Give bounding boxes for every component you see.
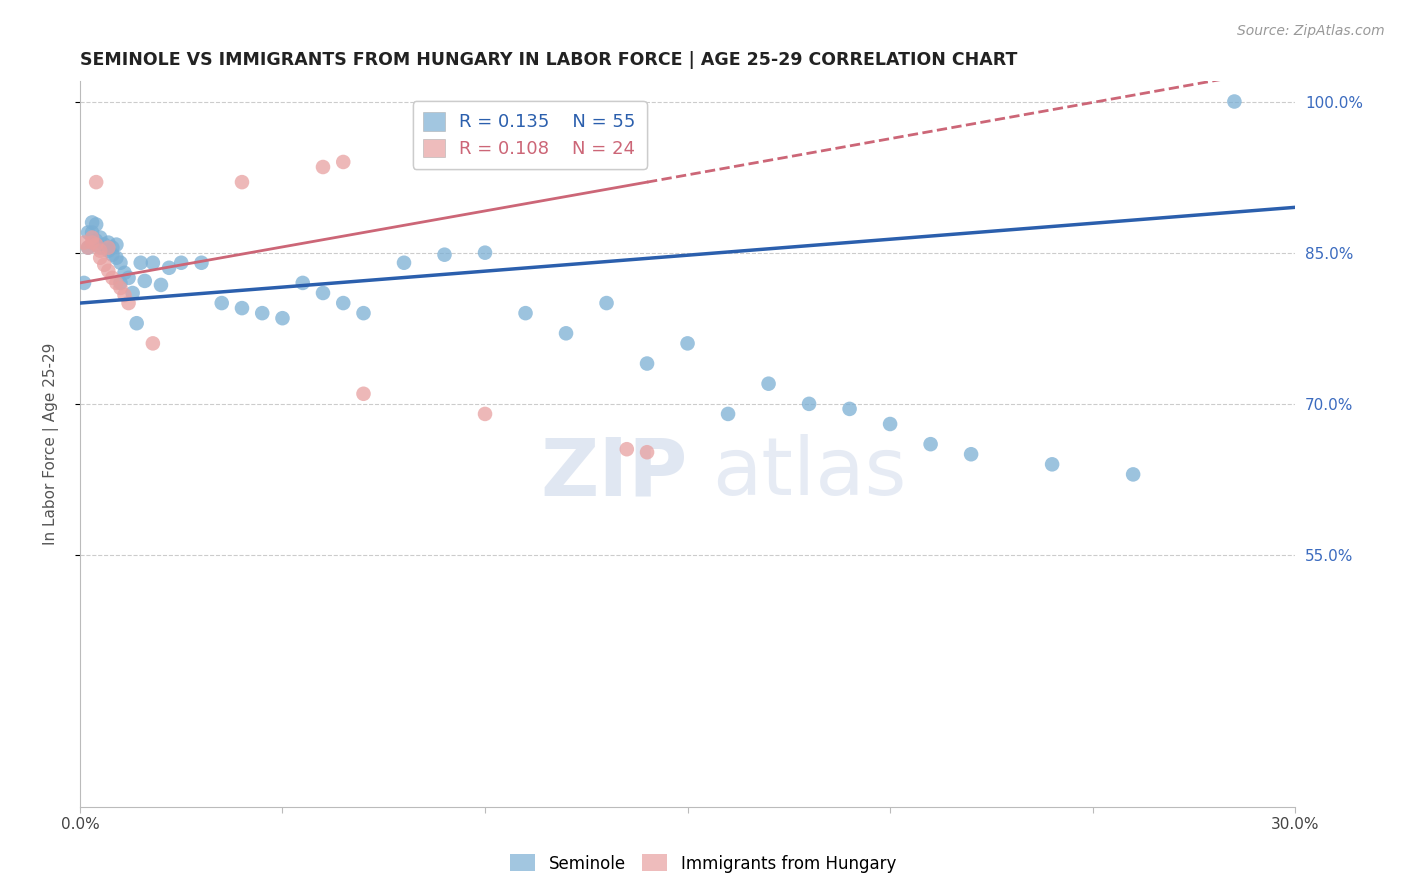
- Point: [231, 175, 253, 189]
- Point: [433, 248, 456, 262]
- Point: [97, 235, 120, 250]
- Point: [97, 244, 120, 258]
- Point: [332, 296, 354, 310]
- Point: [89, 244, 111, 258]
- Point: [312, 160, 335, 174]
- Point: [134, 274, 156, 288]
- Point: [271, 311, 294, 326]
- Point: [353, 386, 375, 401]
- Text: SEMINOLE VS IMMIGRANTS FROM HUNGARY IN LABOR FORCE | AGE 25-29 CORRELATION CHART: SEMINOLE VS IMMIGRANTS FROM HUNGARY IN L…: [80, 51, 1018, 69]
- Point: [676, 336, 699, 351]
- Point: [291, 276, 314, 290]
- Point: [157, 260, 180, 275]
- Legend: Seminole, Immigrants from Hungary: Seminole, Immigrants from Hungary: [503, 847, 903, 880]
- Point: [838, 401, 860, 416]
- Point: [110, 276, 132, 290]
- Point: [97, 264, 120, 278]
- Point: [89, 241, 111, 255]
- Point: [84, 218, 107, 232]
- Point: [1040, 458, 1063, 472]
- Text: ZIP: ZIP: [540, 434, 688, 512]
- Point: [474, 245, 496, 260]
- Point: [82, 235, 104, 250]
- Point: [84, 237, 107, 252]
- Point: [595, 296, 617, 310]
- Point: [125, 316, 148, 330]
- Point: [82, 215, 104, 229]
- Point: [555, 326, 578, 341]
- Point: [82, 230, 104, 244]
- Point: [82, 226, 104, 240]
- Point: [920, 437, 942, 451]
- Point: [252, 306, 274, 320]
- Point: [84, 175, 107, 189]
- Point: [879, 417, 901, 431]
- Point: [93, 237, 115, 252]
- Y-axis label: In Labor Force | Age 25-29: In Labor Force | Age 25-29: [44, 343, 59, 545]
- Point: [392, 256, 415, 270]
- Text: Source: ZipAtlas.com: Source: ZipAtlas.com: [1237, 24, 1385, 38]
- Point: [77, 241, 100, 255]
- Point: [105, 276, 128, 290]
- Point: [101, 271, 124, 285]
- Point: [114, 266, 136, 280]
- Point: [142, 256, 165, 270]
- Point: [170, 256, 193, 270]
- Point: [231, 301, 253, 315]
- Point: [797, 397, 820, 411]
- Point: [332, 155, 354, 169]
- Point: [353, 306, 375, 320]
- Point: [77, 226, 100, 240]
- Point: [149, 277, 172, 292]
- Point: [1223, 95, 1246, 109]
- Point: [1122, 467, 1144, 482]
- Point: [97, 241, 120, 255]
- Point: [89, 230, 111, 244]
- Legend: R = 0.135    N = 55, R = 0.108    N = 24: R = 0.135 N = 55, R = 0.108 N = 24: [412, 102, 647, 169]
- Point: [101, 241, 124, 255]
- Point: [77, 241, 100, 255]
- Point: [73, 235, 96, 250]
- Point: [636, 357, 658, 371]
- Point: [190, 256, 212, 270]
- Point: [73, 276, 96, 290]
- Point: [117, 271, 139, 285]
- Point: [142, 336, 165, 351]
- Point: [312, 285, 335, 300]
- Point: [717, 407, 740, 421]
- Point: [121, 285, 143, 300]
- Point: [636, 445, 658, 459]
- Point: [515, 306, 537, 320]
- Text: atlas: atlas: [711, 434, 907, 512]
- Point: [93, 258, 115, 272]
- Point: [960, 447, 983, 461]
- Point: [105, 251, 128, 265]
- Point: [474, 407, 496, 421]
- Point: [211, 296, 233, 310]
- Point: [84, 234, 107, 248]
- Point: [105, 237, 128, 252]
- Point: [110, 256, 132, 270]
- Point: [129, 256, 152, 270]
- Point: [110, 281, 132, 295]
- Point: [89, 251, 111, 265]
- Point: [758, 376, 780, 391]
- Point: [117, 296, 139, 310]
- Point: [101, 248, 124, 262]
- Point: [114, 288, 136, 302]
- Point: [616, 442, 638, 457]
